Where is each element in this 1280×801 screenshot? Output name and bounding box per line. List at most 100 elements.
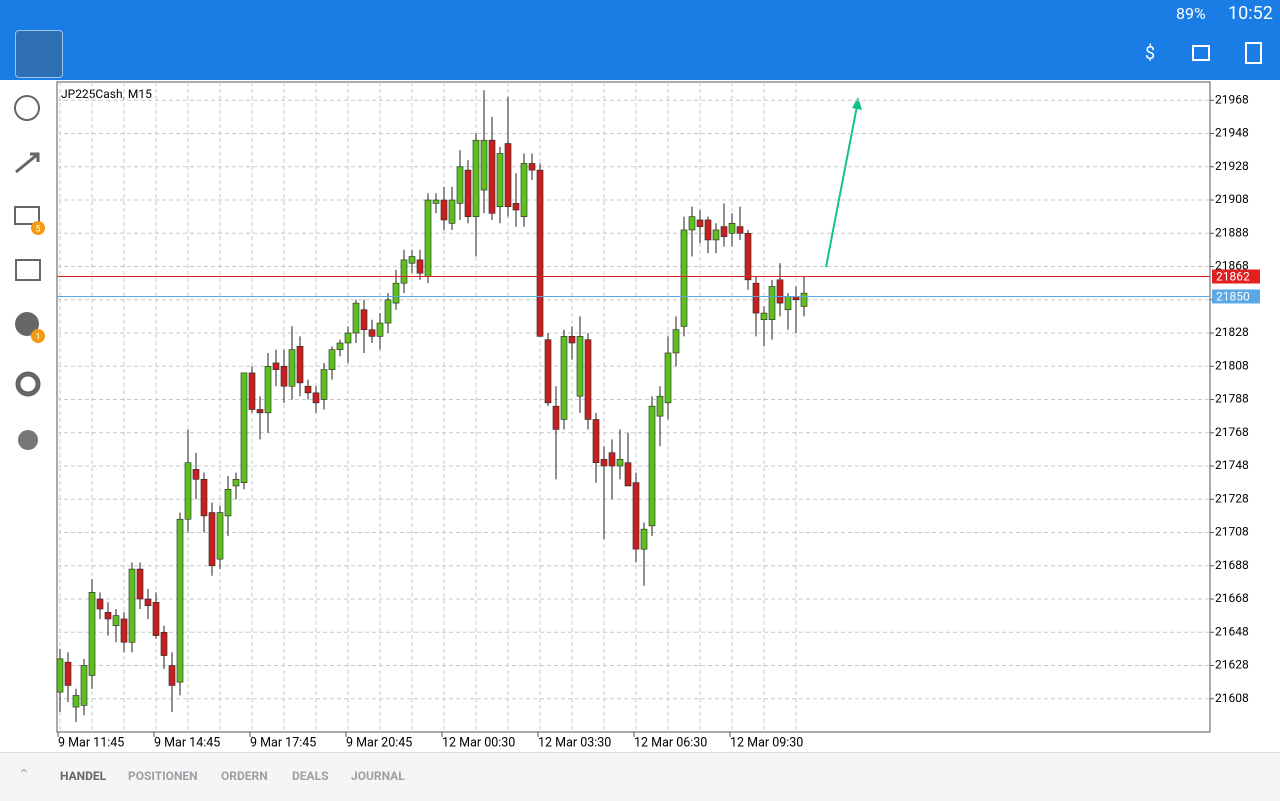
app-bar: 89% 10:52 $	[0, 0, 1280, 80]
candle-body	[336, 342, 344, 350]
tab[interactable]: JOURNAL	[351, 769, 405, 783]
y-tick-label: 21968	[1215, 92, 1249, 106]
candle-body	[416, 259, 424, 274]
candle-body	[112, 615, 120, 626]
candle-body	[264, 365, 272, 414]
candle-body	[776, 279, 784, 304]
candle-body	[360, 309, 368, 330]
candle-body	[640, 528, 648, 550]
candle-body	[344, 332, 352, 344]
candle-body	[72, 695, 80, 708]
candle-body	[424, 199, 432, 277]
candle-body	[96, 598, 104, 610]
candle-body	[576, 336, 584, 397]
candle-body	[632, 482, 640, 550]
price-label: 21862	[1216, 270, 1250, 284]
candle-body	[752, 282, 760, 314]
community-icon[interactable]	[18, 430, 38, 450]
tab[interactable]: POSITIONEN	[128, 769, 198, 783]
y-tick-label: 21688	[1215, 558, 1249, 572]
candle-body	[64, 661, 72, 686]
candle-body	[544, 339, 552, 404]
candle-body	[320, 369, 328, 400]
sidebar-icons: 5 1	[14, 95, 45, 450]
trade-icon[interactable]: $	[1145, 43, 1155, 64]
candle-body	[352, 302, 360, 334]
candle-body	[168, 665, 176, 686]
badge	[31, 221, 45, 235]
news-icon[interactable]	[15, 259, 41, 281]
candle-body	[296, 346, 304, 384]
candle-body	[176, 518, 184, 683]
chart: JP225Cash, M15 21608 21628 21648 21668 21688…	[56, 81, 1260, 750]
y-tick-label: 21608	[1215, 691, 1249, 705]
tab[interactable]: DEALS	[292, 769, 329, 783]
battery-text: 89%	[1176, 4, 1206, 23]
new-chart-icon[interactable]	[1245, 42, 1262, 64]
candle-body	[728, 223, 736, 234]
collapse-icon[interactable]: ⌃	[18, 767, 30, 783]
candle-body	[472, 139, 480, 217]
tab[interactable]: ORDERN	[221, 769, 268, 783]
trade-icon[interactable]	[15, 152, 40, 174]
y-tick-label: 21948	[1215, 126, 1249, 140]
candle-body	[624, 462, 632, 487]
price-tag	[1212, 269, 1260, 284]
y-tick-label: 21628	[1215, 658, 1249, 672]
chart-title: JP225Cash, M15	[61, 87, 152, 101]
candle-body	[304, 385, 312, 394]
chat-icon[interactable]	[15, 312, 39, 336]
candle-body	[616, 459, 624, 467]
settings-icon[interactable]	[15, 371, 41, 397]
price-label: 21850	[1216, 290, 1250, 304]
candle-body	[600, 459, 608, 467]
candle-body	[656, 395, 664, 417]
candle-body	[368, 329, 376, 337]
candle-body	[480, 139, 488, 191]
account-icon[interactable]	[14, 95, 40, 121]
window-icon[interactable]	[1192, 45, 1210, 61]
candle-body	[216, 512, 224, 560]
candle-body	[736, 226, 744, 234]
candle-body	[240, 372, 248, 483]
candle-body	[720, 226, 728, 237]
candle-body	[664, 352, 672, 404]
candle-body	[392, 282, 400, 304]
candle-body	[496, 153, 504, 207]
clock: 10:52	[1228, 3, 1273, 24]
candle-body	[784, 296, 792, 311]
candle-body	[288, 349, 296, 387]
candle-body	[56, 658, 64, 693]
candle-body	[440, 199, 448, 221]
candle-body	[432, 199, 440, 204]
candle-body	[680, 229, 688, 327]
candle-body	[528, 163, 536, 171]
candle-body	[400, 259, 408, 284]
candle-body	[768, 286, 776, 321]
candle-body	[280, 365, 288, 387]
candle-body	[464, 169, 472, 217]
mail-icon[interactable]	[14, 206, 40, 225]
candle-body	[80, 665, 88, 706]
y-tick-label: 21888	[1215, 225, 1249, 239]
candle-body	[200, 479, 208, 517]
candle-body	[584, 339, 592, 420]
app-icon[interactable]	[15, 30, 63, 78]
candle-body	[328, 349, 336, 370]
candle-body	[128, 568, 136, 643]
badge-text: 5	[35, 224, 40, 234]
candle-body	[560, 336, 568, 420]
candle-body	[488, 139, 496, 214]
candle-body	[208, 512, 216, 567]
y-tick-label: 21828	[1215, 325, 1249, 339]
tab[interactable]: HANDEL	[60, 769, 107, 783]
price-tag	[1212, 289, 1260, 304]
candle-body	[232, 479, 240, 487]
candle-body	[552, 405, 560, 430]
candle-body	[456, 166, 464, 204]
candle-body	[520, 163, 528, 217]
candle-body	[512, 203, 520, 211]
y-tick-label: 21768	[1215, 425, 1249, 439]
candle-body	[504, 143, 512, 207]
sidebar: 5 1	[0, 80, 56, 750]
